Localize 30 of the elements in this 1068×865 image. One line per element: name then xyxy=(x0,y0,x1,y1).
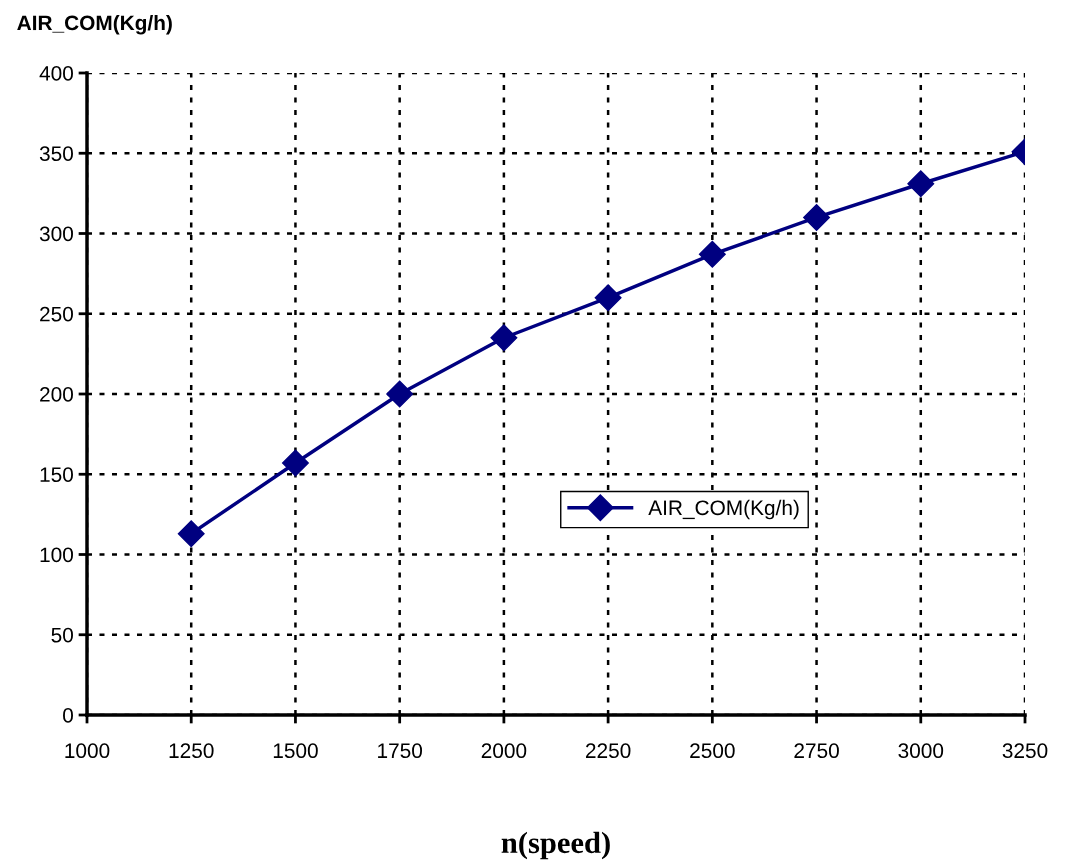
x-tick-label: 1000 xyxy=(65,743,110,759)
y-tick-label: 150 xyxy=(40,467,73,482)
y-tick-label: 100 xyxy=(40,547,73,563)
x-tick-label: 2000 xyxy=(481,743,527,759)
point xyxy=(177,520,205,548)
y-tick-label: 350 xyxy=(39,146,73,161)
point xyxy=(698,240,726,268)
point xyxy=(594,284,622,312)
x-tick-label: 1500 xyxy=(273,743,318,759)
x-tick-label: 3250 xyxy=(1002,743,1048,759)
y-tick-label: 300 xyxy=(39,226,73,242)
x-tick-label: 2500 xyxy=(690,743,735,759)
x-tick-label: 2750 xyxy=(794,743,839,759)
x-axis-title: n(speed) xyxy=(501,831,610,860)
point xyxy=(386,380,414,408)
y-tick-label: 250 xyxy=(40,306,73,322)
x-tick-label: 1750 xyxy=(378,743,423,759)
y-tick-label: 50 xyxy=(51,627,73,643)
y-tick-label: 0 xyxy=(63,708,73,723)
legend-label: AIR_COM(Kg/h) xyxy=(648,499,799,520)
point xyxy=(490,324,518,352)
point xyxy=(803,203,831,231)
point xyxy=(907,170,935,198)
y-tick-label: 400 xyxy=(39,66,73,81)
point xyxy=(281,449,309,477)
x-tick-label: 3000 xyxy=(898,743,944,759)
x-tick-label: 2250 xyxy=(585,743,631,759)
x-tick-label: 1250 xyxy=(169,743,214,759)
y-axis-title: AIR_COM(Kg/h) xyxy=(17,14,172,35)
y-tick-label: 200 xyxy=(40,387,73,402)
